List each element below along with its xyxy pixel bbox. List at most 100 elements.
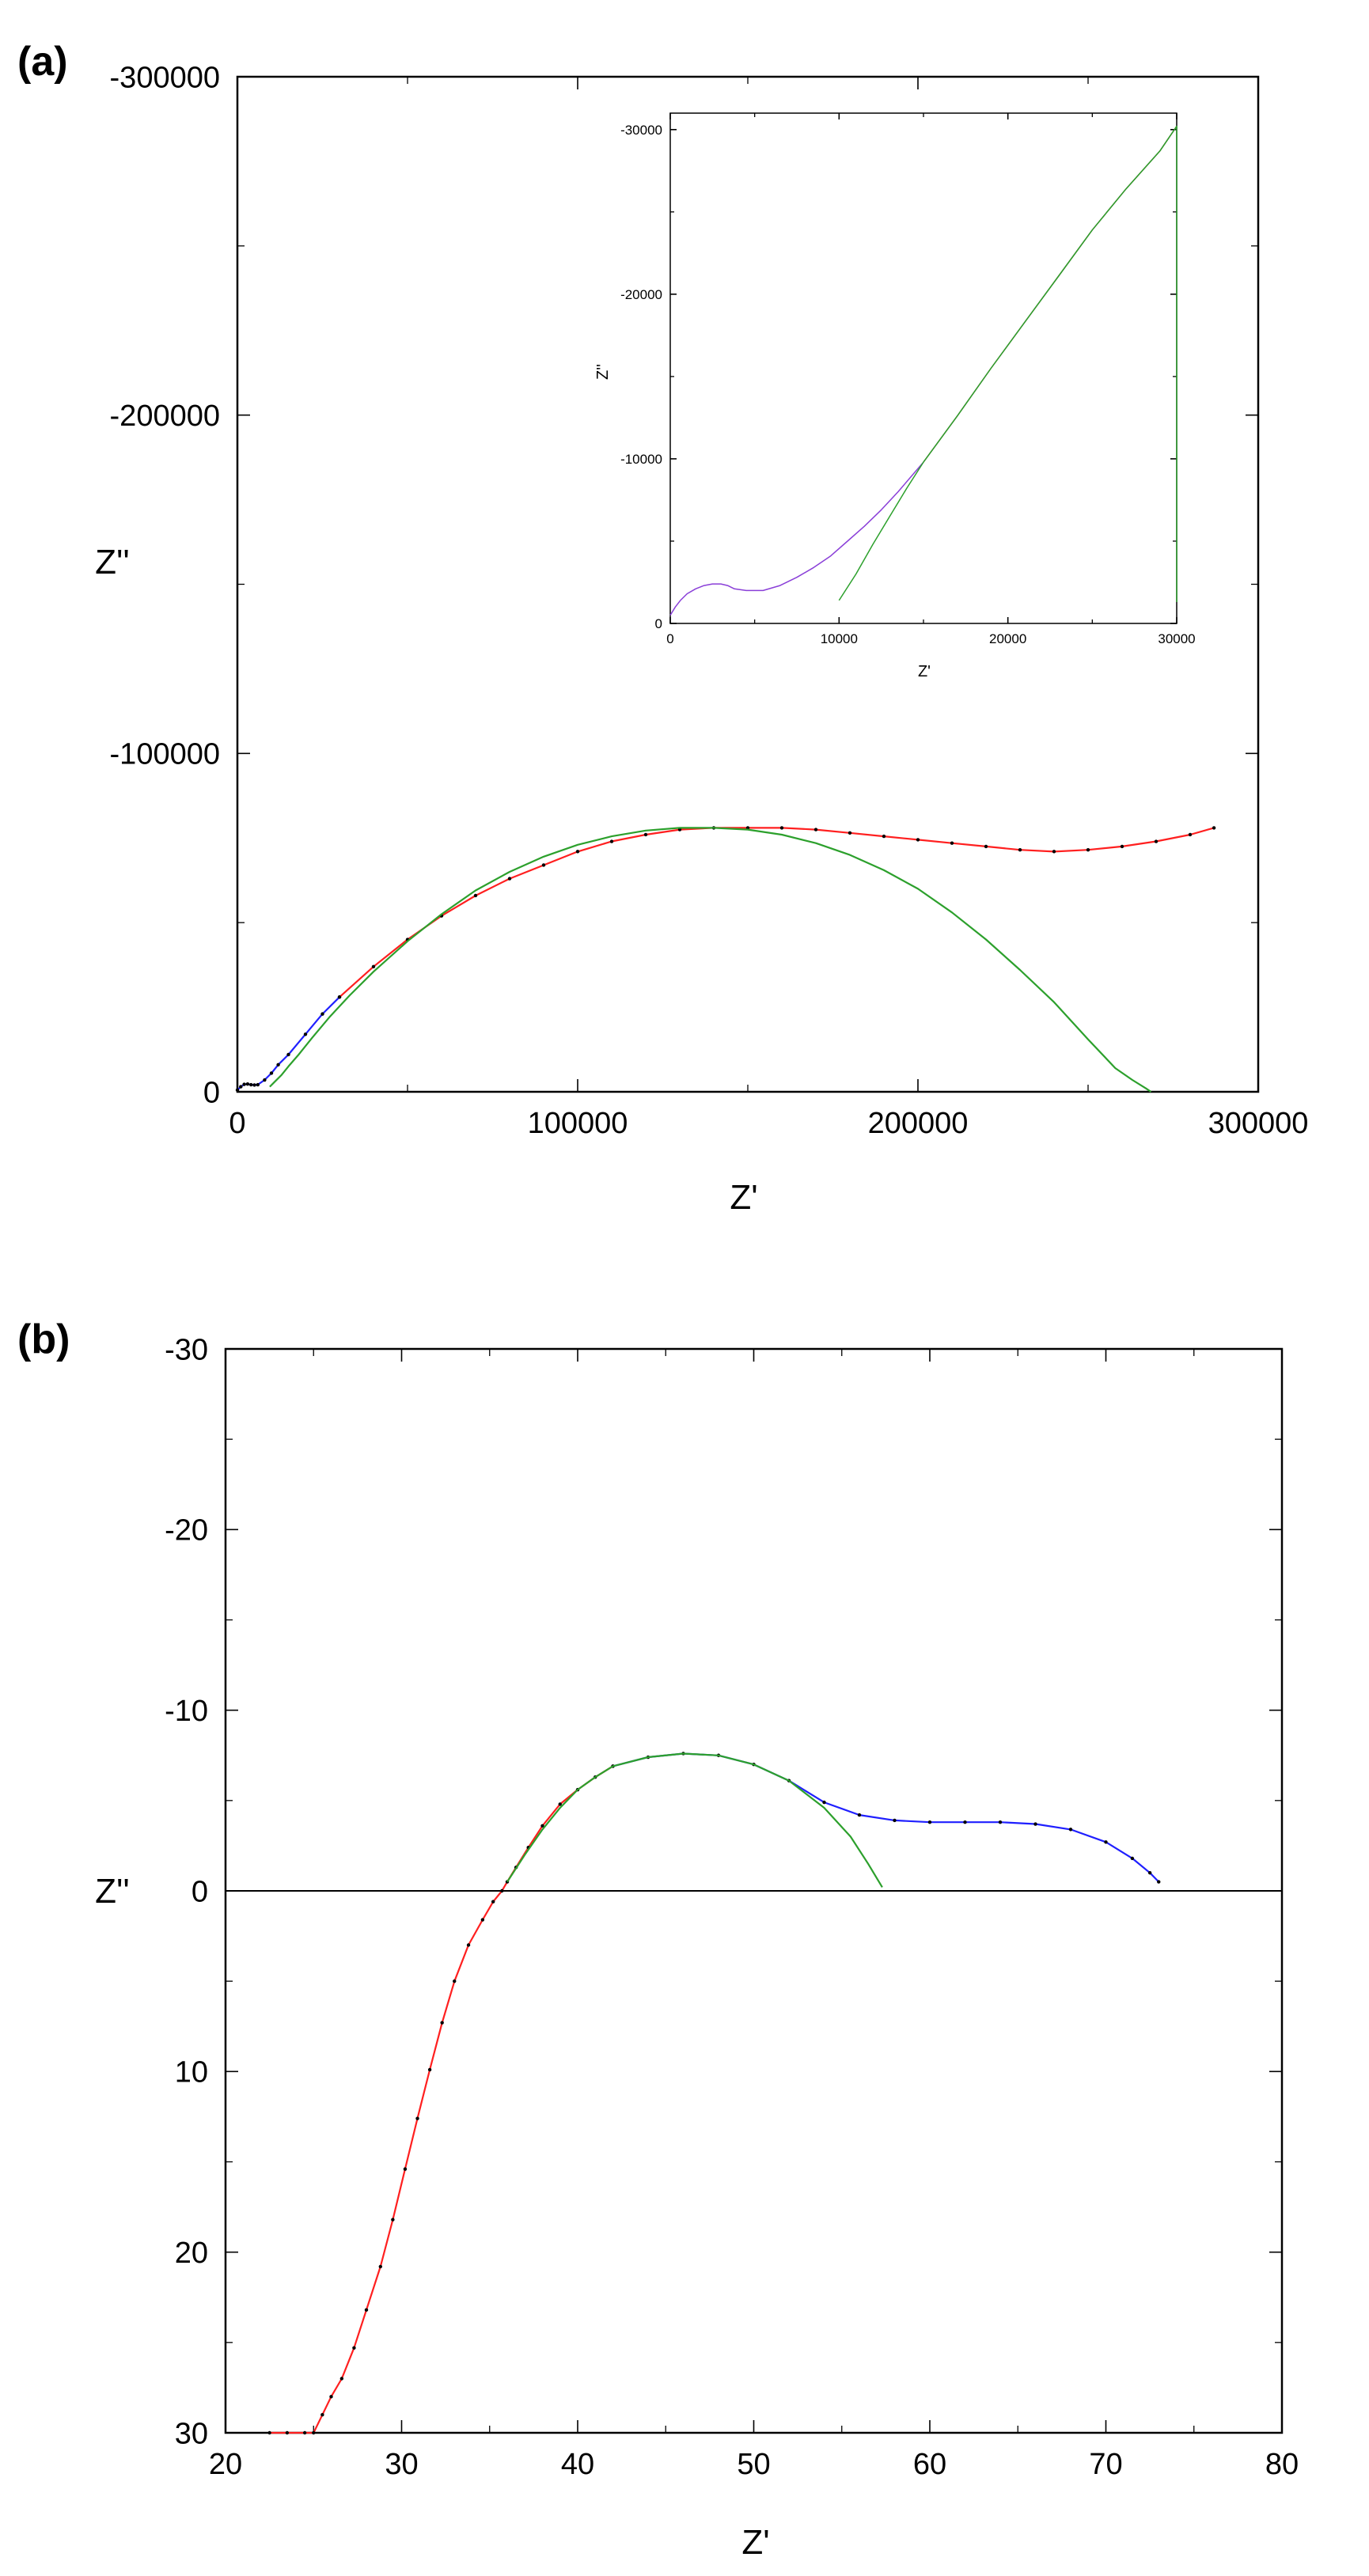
x-tick-label-b: 60 [913, 2448, 946, 2481]
x-tick-label-b: 20 [209, 2448, 242, 2481]
data-marks-a [235, 826, 1216, 1093]
data-point-data-red [507, 877, 512, 881]
y-axis-title-a: Z'' [95, 543, 130, 581]
y-axis-title-b: Z'' [95, 1872, 130, 1911]
data-point-data-blue [1068, 1828, 1073, 1832]
y-tick-label-b: 10 [175, 2056, 208, 2089]
data-point-data-red [575, 850, 580, 854]
series-line-fit-green [506, 1752, 883, 1888]
data-point-data-blue [269, 1071, 274, 1075]
y-tick-label-a-inset: -10000 [620, 452, 662, 467]
data-point-data-red [1086, 848, 1090, 852]
data-point-data-red [339, 2377, 344, 2381]
series-line-fit-green [838, 125, 1177, 602]
data-point-data-blue [927, 1820, 932, 1824]
x-tick-label-a-inset: 0 [666, 631, 673, 646]
data-point-data-red [491, 1900, 495, 1904]
data-point-data-red [1052, 850, 1056, 854]
series-line-data-blue [612, 1752, 1160, 1883]
data-point-data-red [371, 964, 376, 968]
data-point-data-red [916, 838, 920, 842]
x-tick-label-b: 40 [561, 2448, 594, 2481]
data-point-data-blue [998, 1820, 1003, 1824]
data-point-data-red [1212, 826, 1216, 830]
data-point-data-red [427, 2067, 432, 2072]
data-point-data-blue [235, 1088, 240, 1093]
data-point-data-red [364, 2308, 369, 2312]
data-point-data-red [480, 1918, 485, 1922]
data-point-data-blue [1130, 1856, 1135, 1861]
y-tick-label-a: -100000 [110, 738, 220, 771]
data-point-data-red [391, 2218, 395, 2222]
data-point-data-blue [276, 1063, 280, 1066]
series-line-data-blue [237, 996, 340, 1091]
data-point-data-red [466, 1943, 471, 1947]
data-point-data-blue [1033, 1822, 1037, 1826]
data-point-data-blue [1157, 1880, 1161, 1884]
y-tick-label-b: -10 [165, 1695, 208, 1728]
data-point-data-red [415, 2116, 419, 2120]
data-point-data-red [337, 995, 342, 999]
data-point-data-red [352, 2346, 356, 2350]
x-tick-label-a-inset: 20000 [989, 631, 1026, 646]
data-point-data-red [1154, 839, 1159, 843]
data-point-data-blue [256, 1082, 260, 1087]
data-point-data-blue [286, 1052, 290, 1057]
y-tick-label-a-inset: -20000 [620, 287, 662, 302]
chart-panel-a: (a) 0 100000 200000 3000000-100000-200000-3… [17, 39, 1308, 1217]
axis-ticks-a-inset: 0 10000 20000 30000 0 -10000 -20000 -30000 [620, 113, 1196, 646]
data-point-data-blue [252, 1083, 256, 1087]
data-point-data-blue [320, 1012, 324, 1016]
x-axis-title-a: Z' [730, 1178, 757, 1217]
y-tick-label-b: 30 [175, 2417, 208, 2450]
y-tick-label-a-inset: -30000 [620, 123, 662, 138]
x-axis-title-a-inset: Z' [918, 663, 931, 680]
data-point-data-red [329, 2395, 333, 2399]
series-line-data-red [269, 1765, 614, 2434]
data-point-data-blue [242, 1082, 246, 1086]
data-point-data-red [267, 2430, 271, 2435]
data-point-data-red [609, 839, 614, 843]
data-point-data-red [500, 1888, 504, 1893]
data-point-data-red [378, 2264, 382, 2269]
data-point-data-red [984, 844, 988, 849]
x-tick-label-b: 70 [1089, 2448, 1122, 2481]
data-marks-b [267, 1752, 1161, 2435]
data-point-data-blue [303, 1032, 308, 1036]
x-tick-label-a-inset: 10000 [821, 631, 858, 646]
x-axis-title-b: Z' [741, 2523, 769, 2562]
panel-label-a: (a) [17, 39, 68, 85]
panel-label-b: (b) [17, 1316, 70, 1362]
y-tick-label-a: 0 [203, 1076, 220, 1109]
data-point-data-red [1018, 848, 1022, 852]
data-point-data-blue [1104, 1840, 1108, 1844]
y-tick-label-a: -300000 [110, 61, 220, 94]
data-point-data-blue [963, 1820, 967, 1824]
chart-panel-a-inset: 0 10000 20000 30000 0 -10000 -20000 -30000 Z' Z… [594, 112, 1196, 680]
data-point-data-red [473, 893, 478, 898]
data-point-data-red [643, 832, 648, 837]
data-point-data-red [813, 828, 818, 832]
plot-frame-a-inset [669, 112, 1177, 624]
data-point-data-red [320, 2412, 324, 2417]
data-point-data-red [540, 1824, 544, 1828]
data-point-data-blue [893, 1818, 897, 1823]
data-point-data-red [403, 2167, 408, 2171]
data-point-data-red [558, 1802, 562, 1806]
series-line-data-red [339, 827, 1215, 998]
x-tick-label-a: 300000 [1208, 1107, 1309, 1140]
data-marks-a-inset [669, 125, 1177, 616]
data-point-data-blue [245, 1082, 250, 1086]
data-point-data-red [440, 2021, 444, 2025]
axis-ticks-a: 0 100000 200000 3000000-100000-200000-30000… [110, 61, 1309, 1140]
y-tick-label-b: -20 [165, 1514, 208, 1547]
data-point-data-blue [857, 1813, 862, 1817]
data-point-data-red [882, 834, 886, 839]
y-tick-label-b: 20 [175, 2237, 208, 2270]
data-point-data-red [1188, 832, 1193, 837]
data-point-data-red [541, 863, 546, 867]
